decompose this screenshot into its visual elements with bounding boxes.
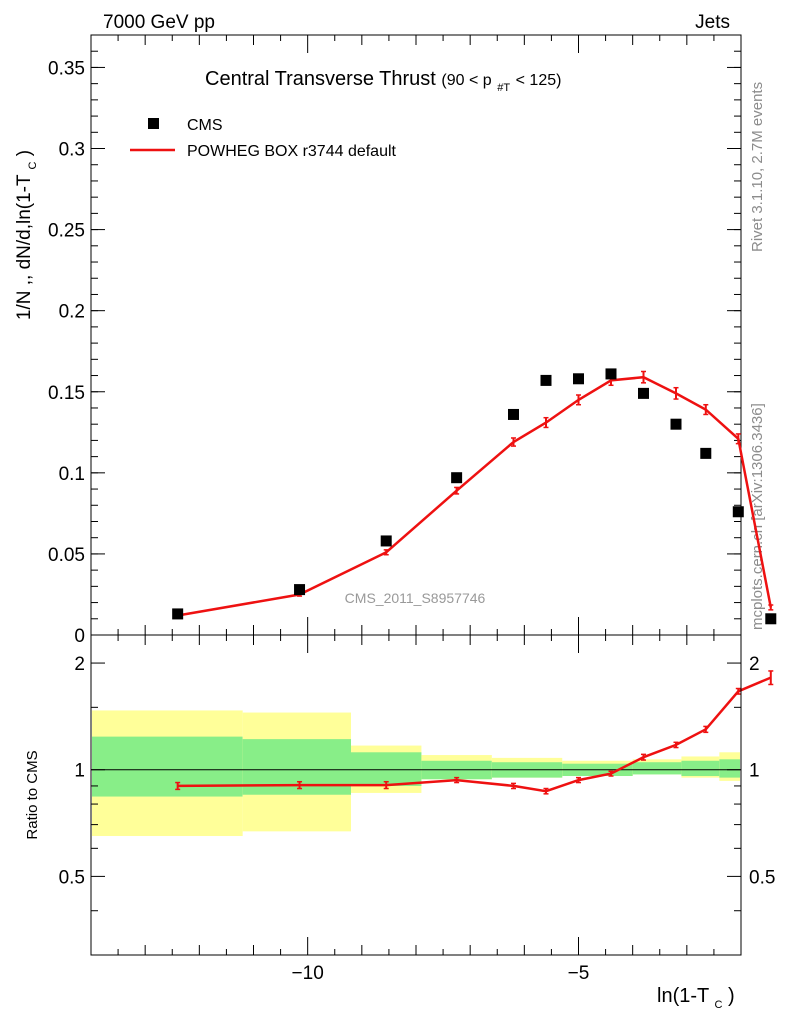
ratio-series	[175, 670, 774, 795]
plot-title: Central Transverse Thrust (90 < p #T < 1…	[205, 68, 561, 96]
main-y-tick-label: 0.3	[59, 140, 85, 161]
cms-data-point	[540, 374, 552, 386]
legend: CMS POWHEG BOX r3744 default	[130, 117, 397, 160]
ratio-panel: 0.5 0.5 1 1 2 2 −10 −5 Ratio to CMS ln(1-T C )	[24, 634, 775, 1013]
ratio-y-tick-label-right: 2	[749, 654, 760, 675]
cms-data-point	[294, 584, 306, 596]
x-tick-label: −5	[568, 963, 590, 984]
x-axis-label-end: )	[728, 985, 735, 1007]
ratio-inner-band	[92, 736, 243, 797]
cms-data-point	[732, 506, 744, 518]
main-axis-ticks: 0 0.05 0.1 0.15 0.2 0.25 0.3 0.35	[48, 34, 742, 647]
main-y-tick-label: 0.2	[59, 302, 85, 323]
ratio-y-tick-label: 0.5	[59, 867, 85, 888]
ratio-y-tick-label-right: 1	[749, 761, 760, 782]
ratio-y-tick-label-right: 0.5	[749, 867, 775, 888]
ratio-y-tick-label: 1	[74, 761, 85, 782]
x-axis-label-sub: C	[714, 999, 722, 1011]
cms-data-point	[670, 418, 682, 430]
ratio-inner-band	[681, 760, 720, 777]
cms-data-point	[605, 368, 617, 380]
main-y-axis-label-sub: C	[27, 161, 39, 169]
analysis-watermark: CMS_2011_S8957746	[345, 590, 486, 606]
header-right: Jets	[695, 12, 730, 33]
main-y-tick-label: 0.05	[48, 545, 85, 566]
header-left: 7000 GeV pp	[103, 12, 215, 33]
ratio-axis-ticks: 0.5 0.5 1 1 2 2 −10 −5	[59, 635, 775, 984]
rivet-note: Rivet 3.1.10, 2.7M events	[749, 82, 766, 252]
cms-data-point	[700, 447, 712, 459]
main-panel: 0 0.05 0.1 0.15 0.2 0.25 0.3 0.35 Central Trans…	[14, 34, 777, 647]
cms-data-point	[508, 408, 519, 420]
legend-marker-cms	[148, 118, 159, 129]
ratio-y-axis-label: Ratio to CMS	[24, 750, 41, 839]
main-y-tick-label: 0.15	[48, 383, 85, 404]
x-axis-label: ln(1-T C )	[657, 985, 735, 1013]
cms-data-point	[380, 535, 392, 547]
legend-label-powheg: POWHEG BOX r3744 default	[187, 143, 397, 160]
cms-data-point	[172, 608, 184, 620]
ratio-inner-band	[351, 752, 422, 786]
cms-data-point	[451, 472, 463, 484]
main-series	[172, 368, 777, 625]
main-y-axis-label-text: 1/N ,, dN/d,ln(1-T	[14, 174, 35, 320]
main-y-tick-label: 0.25	[48, 221, 85, 242]
main-y-tick-label: 0	[74, 626, 85, 647]
cms-data-point	[765, 613, 777, 625]
mcplots-note: mcplots.cern.ch [arXiv:1306.3436]	[749, 403, 766, 630]
main-y-tick-label: 0.35	[48, 58, 85, 79]
plot-title-main: Central Transverse Thrust	[205, 68, 436, 90]
powheg-line	[177, 375, 773, 617]
ratio-y-tick-label: 2	[74, 654, 85, 675]
x-axis-label-text: ln(1-T	[657, 985, 709, 1007]
plot-title-range: (90 < p	[441, 72, 491, 89]
x-tick-label: −10	[292, 963, 324, 984]
legend-label-cms: CMS	[187, 117, 223, 134]
ratio-inner-band	[632, 762, 682, 775]
main-y-axis-label: 1/N ,, dN/d,ln(1-T C )	[14, 150, 41, 320]
cms-data-point	[573, 373, 584, 385]
main-y-tick-label: 0.1	[59, 464, 85, 485]
main-y-axis-label-end: )	[14, 150, 35, 156]
cms-data-point	[638, 387, 649, 399]
plot-title-range-sub: #T	[497, 82, 510, 94]
ratio-inner-band	[719, 759, 740, 778]
ratio-uncertainty-bands	[92, 710, 740, 837]
plot-title-range-end: < 125)	[516, 72, 562, 89]
